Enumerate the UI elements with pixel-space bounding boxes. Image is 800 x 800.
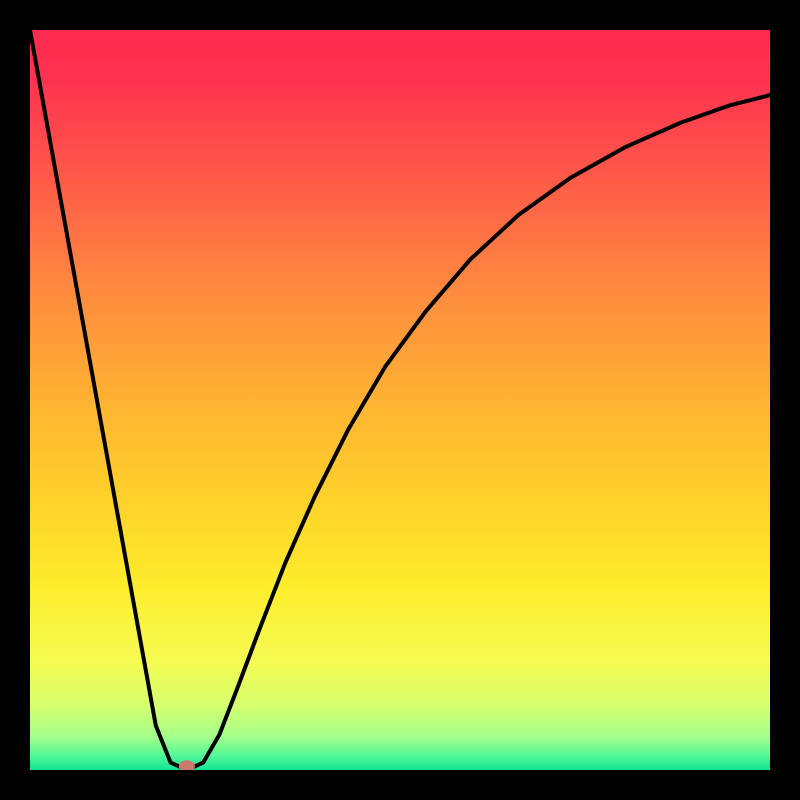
- curve-line: [30, 30, 770, 770]
- min-marker: [179, 760, 195, 770]
- frame-left: [0, 0, 30, 800]
- plot-area: [30, 30, 770, 770]
- chart-svg: [30, 30, 770, 770]
- frame-top: [0, 0, 800, 30]
- chart-canvas: TheBottleneck.com: [0, 0, 800, 800]
- gradient-background: [30, 30, 770, 770]
- frame-right: [770, 0, 800, 800]
- frame-bottom: [0, 770, 800, 800]
